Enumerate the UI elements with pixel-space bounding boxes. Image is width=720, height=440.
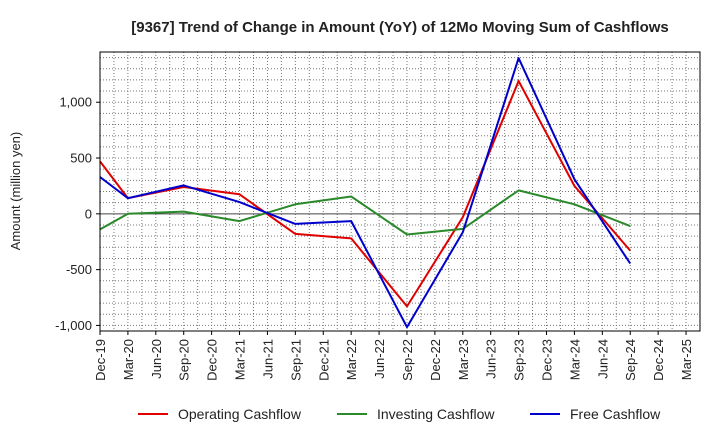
y-tick-label: -500 xyxy=(66,262,92,277)
x-tick-label: Jun-24 xyxy=(595,339,610,379)
legend-label: Investing Cashflow xyxy=(377,406,495,422)
x-tick-label: Dec-24 xyxy=(651,339,666,381)
x-tick-label: Dec-20 xyxy=(205,339,220,381)
y-tick-label: 1,000 xyxy=(59,95,92,110)
axis-ticks: -1,000 -500 0 500 1,000 Dec-19 Mar-20 Jun-20 Sep… xyxy=(55,95,694,381)
x-tick-label: Sep-21 xyxy=(288,339,303,381)
y-tick-label: 500 xyxy=(70,151,92,166)
x-tick-label: Dec-23 xyxy=(540,339,555,381)
x-tick-label: Jun-23 xyxy=(484,339,499,379)
series-line-free-cashflow xyxy=(99,57,632,329)
x-tick-label: Mar-24 xyxy=(567,339,582,380)
x-tick-label: Sep-23 xyxy=(512,339,527,381)
legend-label: Operating Cashflow xyxy=(178,406,302,422)
chart-title: [9367] Trend of Change in Amount (YoY) o… xyxy=(131,19,669,36)
series-line-investing-cashflow xyxy=(99,189,631,236)
x-tick-label: Mar-21 xyxy=(233,339,248,380)
legend-item-investing-cashflow: Investing Cashflow xyxy=(337,406,495,422)
x-tick-label: Dec-19 xyxy=(93,339,108,381)
series-line-operating-cashflow xyxy=(99,80,631,308)
x-tick-label: Sep-24 xyxy=(623,339,638,381)
x-tick-label: Sep-22 xyxy=(400,339,415,381)
x-tick-label: Mar-22 xyxy=(344,339,359,380)
x-tick-label: Mar-20 xyxy=(121,339,136,380)
x-tick-label: Dec-21 xyxy=(316,339,331,381)
legend-item-free-cashflow: Free Cashflow xyxy=(530,406,661,422)
y-tick-label: 0 xyxy=(85,206,92,221)
x-tick-label: Mar-25 xyxy=(679,339,694,380)
y-axis-label: Amount (million yen) xyxy=(8,132,23,251)
x-tick-label: Jun-20 xyxy=(149,339,164,379)
x-tick-label: Mar-23 xyxy=(456,339,471,380)
x-tick-label: Dec-22 xyxy=(428,339,443,381)
x-tick-label: Jun-21 xyxy=(260,339,275,379)
plot-frame xyxy=(99,51,701,332)
y-tick-label: -1,000 xyxy=(55,318,92,333)
legend-item-operating-cashflow: Operating Cashflow xyxy=(138,406,302,422)
legend-label: Free Cashflow xyxy=(570,406,661,422)
x-tick-label: Sep-20 xyxy=(177,339,192,381)
series-lines xyxy=(99,57,632,329)
legend: Operating Cashflow Investing Cashflow Free… xyxy=(138,406,661,422)
x-tick-label: Jun-22 xyxy=(372,339,387,379)
grid xyxy=(99,52,700,331)
